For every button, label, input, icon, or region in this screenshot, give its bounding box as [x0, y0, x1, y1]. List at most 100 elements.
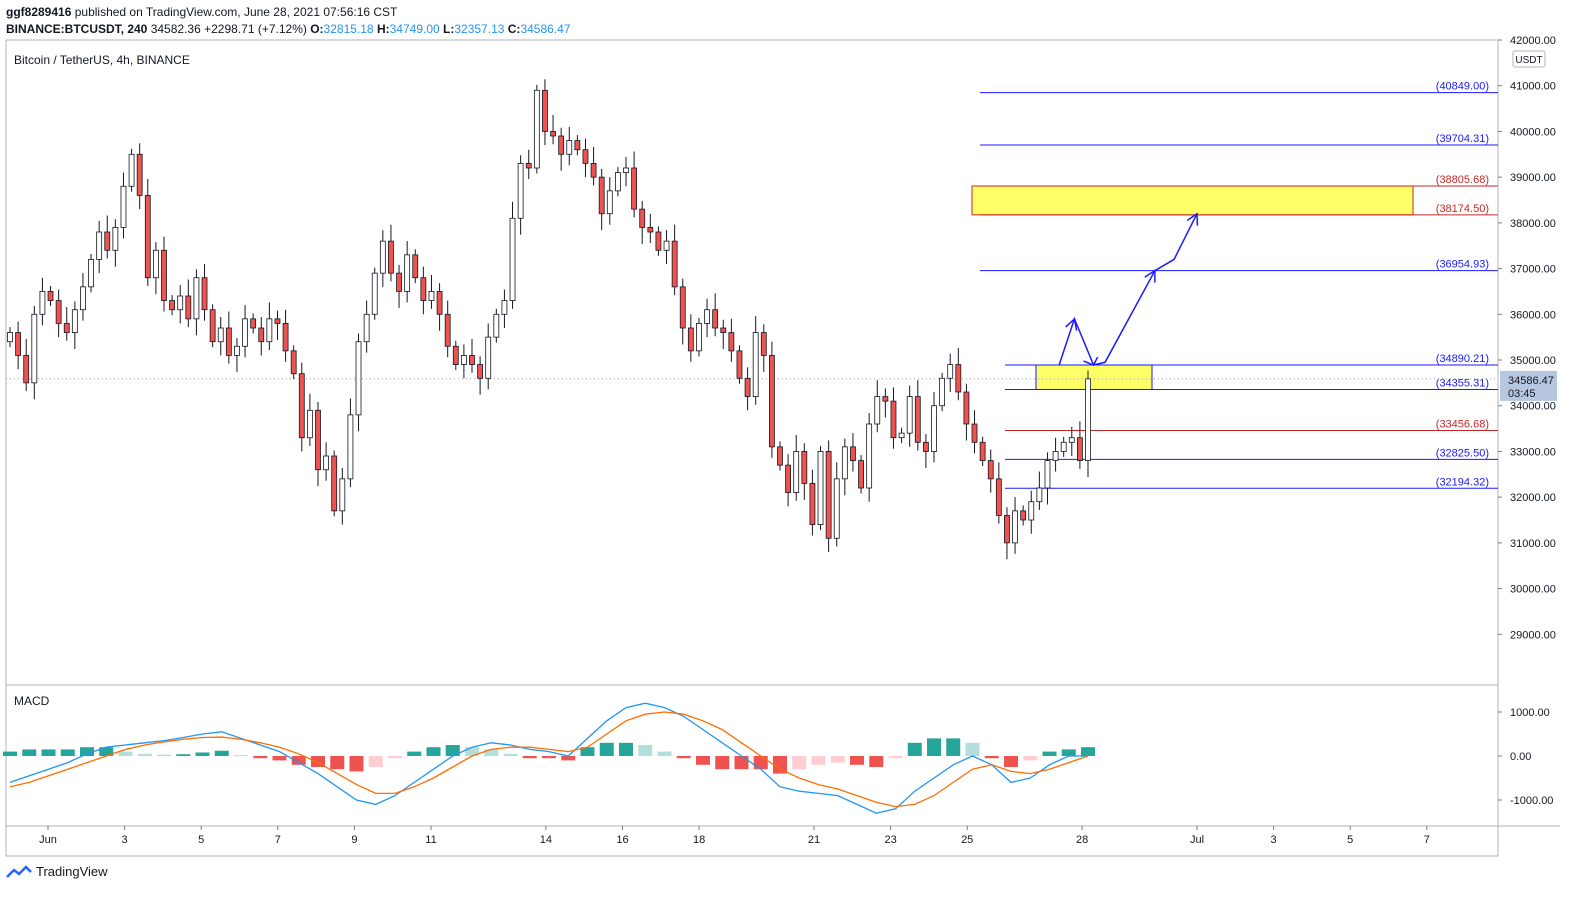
macd-histogram-bar	[696, 756, 710, 765]
price-tick-label: 39000.00	[1510, 172, 1556, 184]
candle-body	[23, 355, 30, 384]
macd-line	[9, 702, 1088, 814]
time-tick-label: 28	[1076, 834, 1088, 846]
macd-histogram-bar	[407, 751, 422, 756]
price-tick-label: 36000.00	[1510, 309, 1556, 321]
candle-body	[428, 291, 435, 301]
candle-body	[736, 350, 743, 379]
candle-body	[582, 149, 589, 164]
candle-body	[679, 286, 686, 329]
time-tick-label: 3	[1271, 834, 1277, 846]
macd-histogram-bar	[465, 747, 479, 756]
candle-body	[922, 441, 929, 452]
currency-label: USDT	[1515, 55, 1542, 66]
chart-title: Bitcoin / TetherUS, 4h, BINANCE	[14, 53, 190, 67]
candle-body	[987, 460, 994, 480]
projection-arrowhead	[1186, 212, 1199, 226]
macd-histogram-bar	[426, 747, 441, 756]
price-tick-label: 29000.00	[1510, 629, 1556, 641]
candle-body	[128, 153, 135, 187]
close-value: 34586.47	[520, 22, 571, 36]
macd-histogram-bar	[907, 742, 922, 756]
candle-body	[955, 364, 962, 393]
macd-histogram-bar	[484, 749, 499, 756]
target-zone	[1035, 364, 1153, 390]
level-label: (36954.93)	[1436, 259, 1489, 271]
candle-body	[850, 446, 856, 461]
candle-body	[906, 396, 913, 434]
macd-histogram-bar	[888, 756, 903, 759]
candle-body	[687, 327, 694, 352]
level-label: (32825.50)	[1436, 447, 1489, 459]
projection-layer	[1058, 212, 1199, 366]
time-tick-label: 16	[616, 834, 628, 846]
candle-body	[590, 163, 597, 178]
candle-body	[112, 227, 119, 251]
candle-body	[623, 167, 629, 173]
macd-histogram-bar	[1081, 747, 1095, 756]
publisher-name[interactable]: ggf8289416	[6, 5, 72, 19]
macd-histogram-bar	[715, 756, 730, 770]
macd-tick-label: -1000.00	[1510, 795, 1553, 807]
currency-badge[interactable]	[1512, 50, 1546, 68]
candle-body	[558, 135, 565, 155]
candle-body	[517, 163, 524, 219]
candle-body	[606, 190, 613, 215]
candle-body	[566, 140, 573, 155]
level-label: (40849.00)	[1436, 81, 1489, 93]
candle-body	[71, 309, 78, 333]
time-axis[interactable]: Jun 3 5 7 9 11 14 16 18 21 23 25 28 Jul 3 5 7	[39, 826, 1430, 846]
candle-body	[963, 391, 970, 425]
time-tick-label: 5	[198, 834, 204, 846]
open-value: 32815.18	[323, 22, 374, 36]
macd-histogram-bar	[522, 756, 537, 759]
publish-info: ggf8289416 published on TradingView.com,…	[6, 4, 571, 21]
macd-histogram-bar	[927, 738, 941, 756]
macd-histogram-bar	[946, 738, 961, 756]
low-value: 32357.13	[454, 22, 505, 36]
macd-histogram-bar	[1004, 756, 1018, 767]
candle-body	[1076, 437, 1083, 461]
candle-body	[533, 89, 540, 169]
candle-body	[866, 423, 873, 489]
candle-body	[436, 291, 443, 315]
price-chart[interactable]: Bitcoin / TetherUS, 4h, BINANCE USDT MAC…	[0, 0, 1579, 862]
candle-body	[728, 332, 735, 352]
macd-histogram-bar	[869, 756, 884, 767]
time-tick-label: 11	[425, 834, 436, 846]
candle-body	[914, 396, 921, 443]
candle-body	[250, 318, 257, 329]
time-tick-label: 7	[1424, 834, 1430, 846]
candle-body	[31, 313, 38, 384]
candle-body	[825, 451, 832, 539]
candle-body	[315, 409, 321, 471]
price-tick-label: 42000.00	[1510, 35, 1556, 47]
candle-body	[939, 377, 946, 407]
candle-body	[193, 277, 200, 320]
level-label: (34890.21)	[1436, 353, 1489, 365]
level-label: (33456.68)	[1436, 419, 1489, 431]
candle-body	[379, 240, 386, 274]
candle-body	[104, 231, 111, 251]
publish-text: published on TradingView.com, June 28, 2…	[74, 5, 398, 19]
candle-body	[47, 291, 54, 301]
macd-histogram-bar	[753, 756, 768, 770]
candle-body	[777, 446, 783, 466]
candle-body	[217, 327, 224, 343]
candle-body	[639, 208, 646, 228]
price-axis[interactable]: 29000.00 30000.00 31000.00 32000.00 33000.00…	[1498, 35, 1556, 641]
level-label: (38174.50)	[1436, 203, 1489, 215]
macd-histogram-bar	[3, 751, 17, 756]
candle-body	[7, 332, 13, 343]
candle-body	[785, 464, 792, 493]
time-tick-label: 3	[122, 834, 128, 846]
bar-countdown: 03:45	[1508, 388, 1536, 400]
macd-histogram-bar	[503, 753, 518, 756]
price-tick-label: 32000.00	[1510, 492, 1556, 504]
tradingview-footer[interactable]: TradingView	[6, 864, 108, 879]
candle-body	[282, 323, 289, 352]
price-tick-label: 38000.00	[1510, 218, 1556, 230]
macd-pane: 1000.00 0.00 -1000.00	[3, 702, 1553, 814]
level-label: (39704.31)	[1436, 133, 1489, 145]
macd-histogram-bar	[830, 756, 845, 763]
